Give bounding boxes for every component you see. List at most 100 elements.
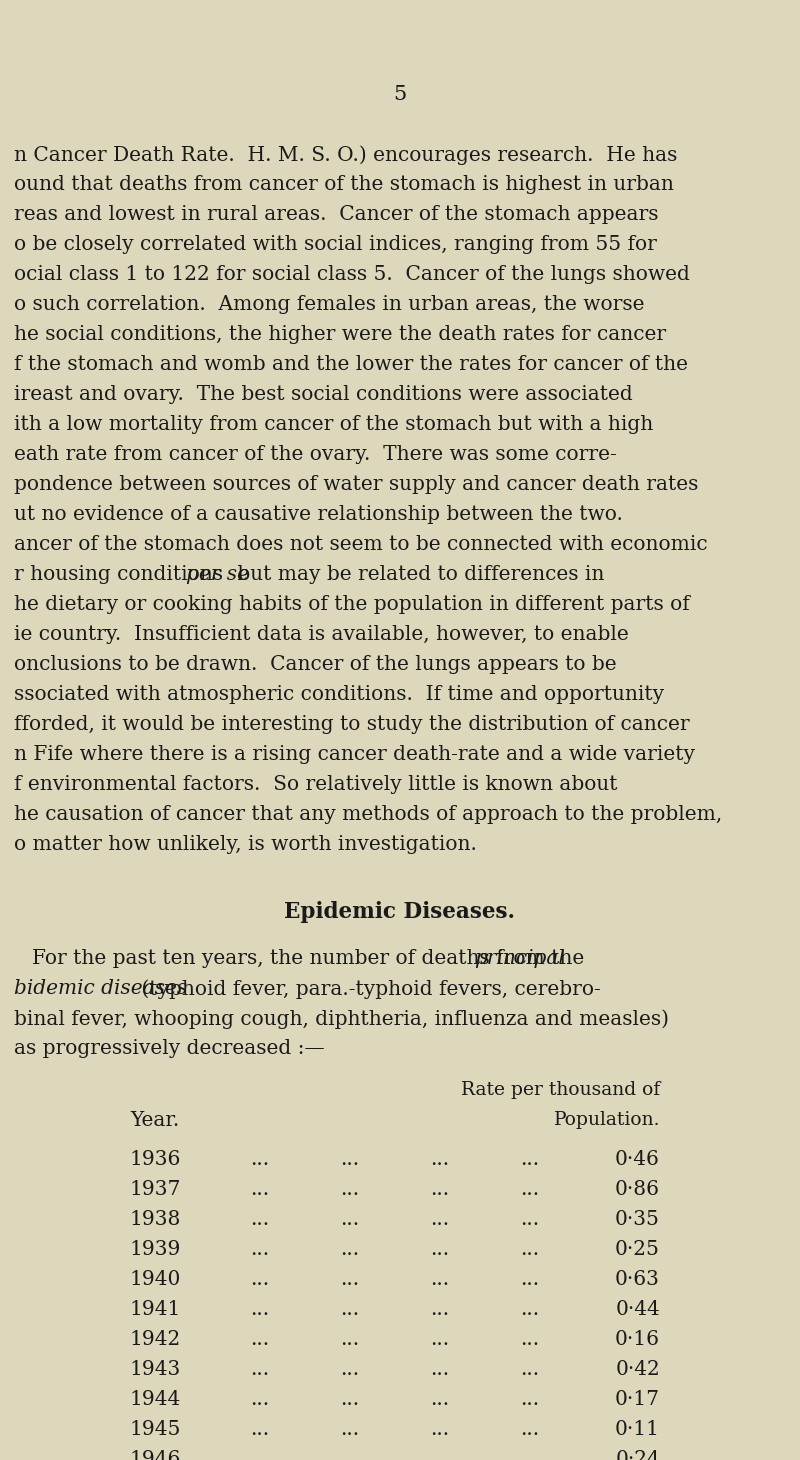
Text: principal: principal (474, 949, 565, 968)
Text: 1940: 1940 (130, 1270, 182, 1289)
Text: 0·35: 0·35 (615, 1210, 660, 1229)
Text: ...: ... (250, 1450, 269, 1460)
Text: ...: ... (340, 1210, 359, 1229)
Text: f the stomach and womb and the lower the rates for cancer of the: f the stomach and womb and the lower the… (14, 355, 688, 374)
Text: ...: ... (430, 1330, 449, 1349)
Text: ut no evidence of a causative relationship between the two.: ut no evidence of a causative relationsh… (14, 505, 623, 524)
Text: ...: ... (430, 1421, 449, 1440)
Text: onclusions to be drawn.  Cancer of the lungs appears to be: onclusions to be drawn. Cancer of the lu… (14, 656, 617, 675)
Text: ...: ... (430, 1270, 449, 1289)
Text: ...: ... (250, 1390, 269, 1409)
Text: Epidemic Diseases.: Epidemic Diseases. (285, 901, 515, 923)
Text: ...: ... (430, 1390, 449, 1409)
Text: ...: ... (340, 1180, 359, 1199)
Text: ...: ... (250, 1361, 269, 1380)
Text: ...: ... (250, 1240, 269, 1259)
Text: ...: ... (340, 1390, 359, 1409)
Text: 0·17: 0·17 (615, 1390, 660, 1409)
Text: For the past ten years, the number of deaths from the: For the past ten years, the number of de… (32, 949, 590, 968)
Text: 1938: 1938 (130, 1210, 182, 1229)
Text: 0·63: 0·63 (615, 1270, 660, 1289)
Text: ...: ... (430, 1240, 449, 1259)
Text: ...: ... (520, 1180, 539, 1199)
Text: ...: ... (430, 1299, 449, 1318)
Text: 0·42: 0·42 (615, 1361, 660, 1380)
Text: n Fife where there is a rising cancer death-rate and a wide variety: n Fife where there is a rising cancer de… (14, 745, 695, 764)
Text: ...: ... (340, 1421, 359, 1440)
Text: ...: ... (430, 1150, 449, 1169)
Text: ...: ... (250, 1150, 269, 1169)
Text: ...: ... (430, 1210, 449, 1229)
Text: 0·16: 0·16 (615, 1330, 660, 1349)
Text: 1943: 1943 (130, 1361, 182, 1380)
Text: he social conditions, the higher were the death rates for cancer: he social conditions, the higher were th… (14, 326, 666, 345)
Text: ith a low mortality from cancer of the stomach but with a high: ith a low mortality from cancer of the s… (14, 415, 654, 434)
Text: ...: ... (520, 1330, 539, 1349)
Text: f environmental factors.  So relatively little is known about: f environmental factors. So relatively l… (14, 775, 618, 794)
Text: ...: ... (520, 1361, 539, 1380)
Text: 1946: 1946 (130, 1450, 182, 1460)
Text: eath rate from cancer of the ovary.  There was some corre-: eath rate from cancer of the ovary. Ther… (14, 445, 617, 464)
Text: ie country.  Insufficient data is available, however, to enable: ie country. Insufficient data is availab… (14, 625, 629, 644)
Text: but may be related to differences in: but may be related to differences in (231, 565, 605, 584)
Text: as progressively decreased :—: as progressively decreased :— (14, 1040, 325, 1058)
Text: ...: ... (340, 1270, 359, 1289)
Text: ...: ... (340, 1361, 359, 1380)
Text: n Cancer Death Rate.  H. M. S. O.) encourages research.  He has: n Cancer Death Rate. H. M. S. O.) encour… (14, 145, 678, 165)
Text: ireast and ovary.  The best social conditions were associated: ireast and ovary. The best social condit… (14, 385, 633, 404)
Text: ...: ... (250, 1210, 269, 1229)
Text: ...: ... (340, 1150, 359, 1169)
Text: Population.: Population. (554, 1111, 660, 1129)
Text: o be closely correlated with social indices, ranging from 55 for: o be closely correlated with social indi… (14, 235, 657, 254)
Text: 0·11: 0·11 (615, 1421, 660, 1440)
Text: ound that deaths from cancer of the stomach is highest in urban: ound that deaths from cancer of the stom… (14, 175, 674, 194)
Text: ...: ... (340, 1299, 359, 1318)
Text: Year.: Year. (130, 1111, 179, 1130)
Text: o such correlation.  Among females in urban areas, the worse: o such correlation. Among females in urb… (14, 295, 645, 314)
Text: ...: ... (250, 1421, 269, 1440)
Text: ...: ... (520, 1390, 539, 1409)
Text: ...: ... (340, 1240, 359, 1259)
Text: binal fever, whooping cough, diphtheria, influenza and measles): binal fever, whooping cough, diphtheria,… (14, 1009, 669, 1029)
Text: ...: ... (250, 1330, 269, 1349)
Text: he causation of cancer that any methods of approach to the problem,: he causation of cancer that any methods … (14, 804, 722, 823)
Text: fforded, it would be interesting to study the distribution of cancer: fforded, it would be interesting to stud… (14, 715, 690, 734)
Text: ...: ... (520, 1270, 539, 1289)
Text: ...: ... (520, 1421, 539, 1440)
Text: 1942: 1942 (130, 1330, 182, 1349)
Text: ...: ... (430, 1361, 449, 1380)
Text: ...: ... (340, 1450, 359, 1460)
Text: 1936: 1936 (130, 1150, 182, 1169)
Text: o matter how unlikely, is worth investigation.: o matter how unlikely, is worth investig… (14, 835, 477, 854)
Text: (typhoid fever, para.-typhoid fevers, cerebro-: (typhoid fever, para.-typhoid fevers, ce… (134, 980, 600, 999)
Text: ...: ... (250, 1270, 269, 1289)
Text: ...: ... (250, 1299, 269, 1318)
Text: per se: per se (186, 565, 249, 584)
Text: 1941: 1941 (130, 1299, 182, 1318)
Text: ocial class 1 to 122 for social class 5.  Cancer of the lungs showed: ocial class 1 to 122 for social class 5.… (14, 266, 690, 285)
Text: ancer of the stomach does not seem to be connected with economic: ancer of the stomach does not seem to be… (14, 534, 708, 553)
Text: 0·46: 0·46 (615, 1150, 660, 1169)
Text: 0·44: 0·44 (615, 1299, 660, 1318)
Text: ...: ... (430, 1180, 449, 1199)
Text: 0·86: 0·86 (615, 1180, 660, 1199)
Text: ssociated with atmospheric conditions.  If time and opportunity: ssociated with atmospheric conditions. I… (14, 685, 664, 704)
Text: he dietary or cooking habits of the population in different parts of: he dietary or cooking habits of the popu… (14, 596, 690, 615)
Text: ...: ... (340, 1330, 359, 1349)
Text: ...: ... (250, 1180, 269, 1199)
Text: 0·24: 0·24 (615, 1450, 660, 1460)
Text: ...: ... (520, 1299, 539, 1318)
Text: 1944: 1944 (130, 1390, 182, 1409)
Text: 1939: 1939 (130, 1240, 182, 1259)
Text: reas and lowest in rural areas.  Cancer of the stomach appears: reas and lowest in rural areas. Cancer o… (14, 204, 658, 223)
Text: ...: ... (520, 1150, 539, 1169)
Text: bidemic diseases: bidemic diseases (14, 980, 187, 999)
Text: ...: ... (520, 1240, 539, 1259)
Text: 0·25: 0·25 (615, 1240, 660, 1259)
Text: Rate per thousand of: Rate per thousand of (461, 1080, 660, 1099)
Text: 1937: 1937 (130, 1180, 182, 1199)
Text: r housing conditions: r housing conditions (14, 565, 230, 584)
Text: ...: ... (430, 1450, 449, 1460)
Text: ...: ... (520, 1450, 539, 1460)
Text: 1945: 1945 (130, 1421, 182, 1440)
